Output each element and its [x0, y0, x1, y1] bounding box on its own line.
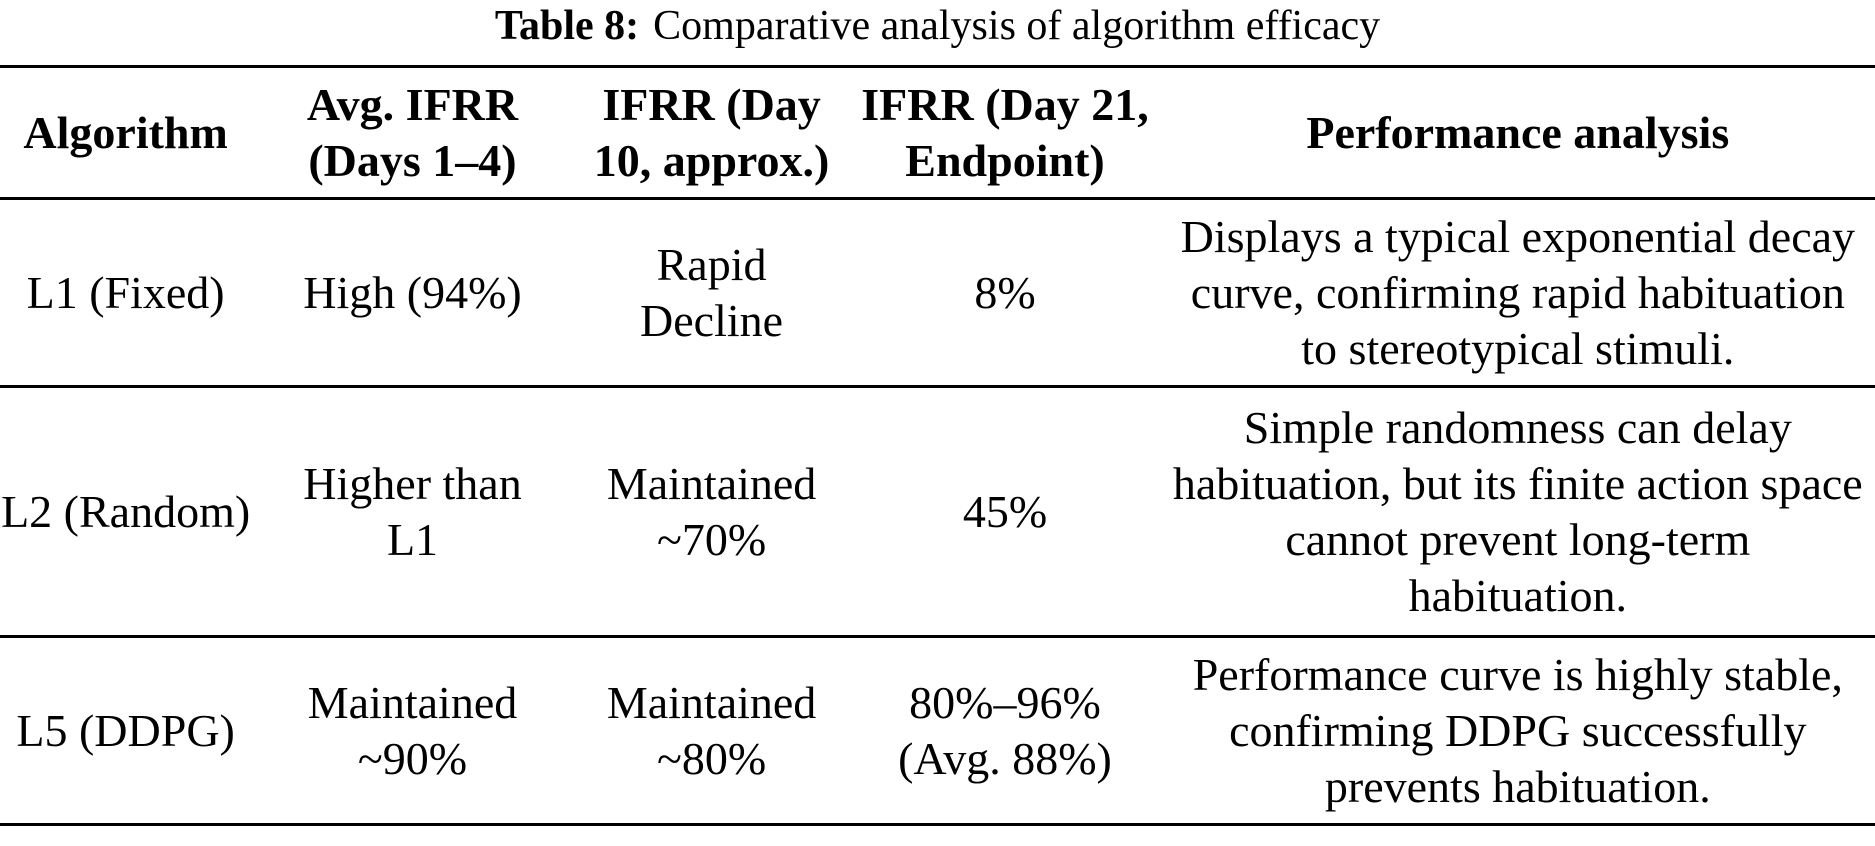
cell-algorithm: L1 (Fixed)	[26, 266, 225, 318]
table-row-l1-fixed: L1 (Fixed) High (94%) Rapid Decline 8% D…	[0, 199, 1875, 387]
cell-avg-ifrr: Higher than L1	[303, 457, 522, 565]
caption-text: Comparative analysis of algorithm effica…	[653, 3, 1381, 49]
cell-avg-ifrr: High (94%)	[303, 266, 522, 318]
table-caption: Table 8: Comparative analysis of algorith…	[0, 0, 1875, 52]
cell-ifrr-day-21: 45%	[962, 485, 1048, 537]
cell-ifrr-day-10: Rapid Decline	[640, 238, 784, 346]
header-avg-ifrr-days-1-4: Avg. IFRR (Days 1–4)	[306, 78, 519, 186]
header-ifrr-day-21: IFRR (Day 21, Endpoint)	[861, 78, 1149, 186]
cell-ifrr-day-21: 80%–96% (Avg. 88%)	[898, 676, 1112, 784]
table-row-l5-ddpg: L5 (DDPG) Maintained ~90% Maintained ~80…	[0, 637, 1875, 825]
header-algorithm: Algorithm	[23, 106, 228, 158]
cell-ifrr-day-21: 8%	[974, 266, 1036, 318]
cell-performance-analysis: Displays a typical exponential decay cur…	[1180, 210, 1856, 374]
caption-label: Table 8:	[494, 3, 640, 49]
cell-ifrr-day-10: Maintained ~80%	[606, 676, 817, 784]
table-row-l2-random: L2 (Random) Higher than L1 Maintained ~7…	[0, 387, 1875, 637]
header-performance-analysis: Performance analysis	[1306, 106, 1730, 158]
cell-ifrr-day-10: Maintained ~70%	[606, 457, 817, 565]
cell-avg-ifrr: Maintained ~90%	[307, 676, 518, 784]
comparison-table: Algorithm Avg. IFRR (Days 1–4) IFRR (Day…	[0, 65, 1875, 826]
cell-algorithm: L5 (DDPG)	[16, 704, 235, 756]
cell-performance-analysis: Performance curve is highly stable, conf…	[1192, 648, 1843, 812]
header-ifrr-day-10: IFRR (Day 10, approx.)	[593, 78, 830, 186]
cell-performance-analysis: Simple randomness can delay habituation,…	[1172, 401, 1863, 621]
cell-algorithm: L2 (Random)	[1, 485, 251, 537]
header-row: Algorithm Avg. IFRR (Days 1–4) IFRR (Day…	[0, 67, 1875, 199]
